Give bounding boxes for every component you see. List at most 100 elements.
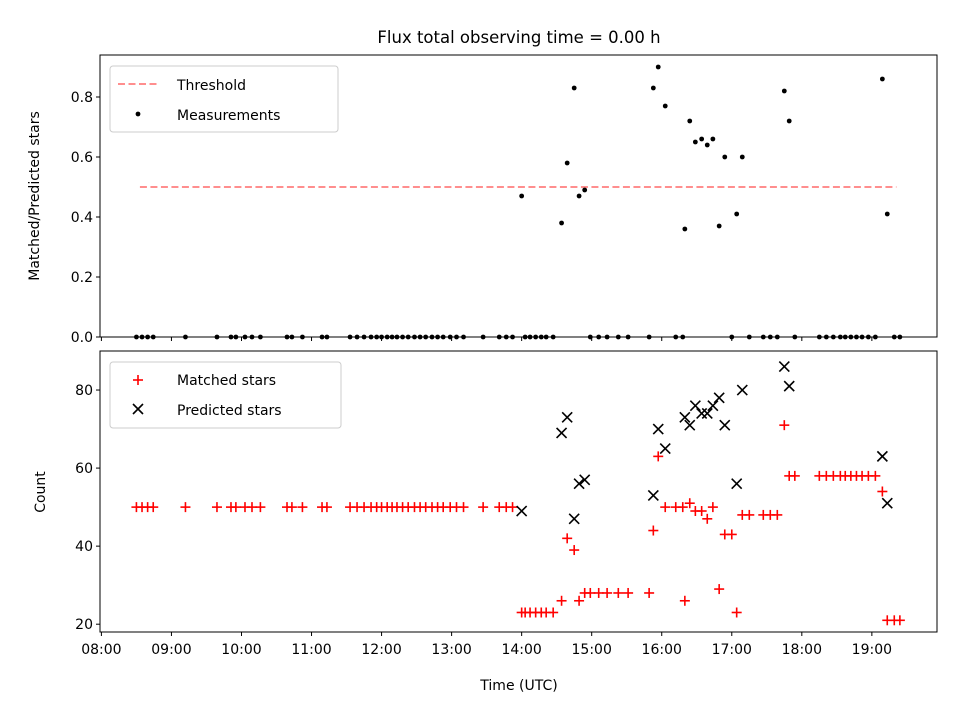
count-legend-box <box>109 361 342 429</box>
predicted-star-point <box>689 400 701 412</box>
predicted-star-point <box>713 392 725 404</box>
matched-star-point <box>660 502 671 513</box>
x-tick-label: 12:00 <box>361 642 401 658</box>
count-y-axis-label: Count <box>33 471 49 513</box>
measurement-point <box>650 85 656 91</box>
matched-star-point <box>211 502 222 513</box>
matched-star-point <box>653 451 664 462</box>
matched-star-point <box>707 502 718 513</box>
y-tick-label: 0.4 <box>71 210 93 226</box>
matched-star-point <box>684 498 695 509</box>
legend-threshold-label: Threshold <box>176 78 246 94</box>
x-tick-label: 18:00 <box>782 642 822 658</box>
y-tick-label: 60 <box>75 461 93 477</box>
matched-star-point <box>623 587 634 598</box>
predicted-star-point <box>701 407 713 420</box>
matched-star-point <box>648 525 659 536</box>
measurement-point <box>722 154 728 160</box>
predicted-star-point <box>707 400 719 412</box>
matched-star-point <box>731 607 742 618</box>
matched-star-point <box>602 587 613 598</box>
matched-star-point <box>696 506 707 517</box>
matched-star-point <box>548 607 559 618</box>
ratio-y-ticks: 0.0 0.2 0.4 0.6 0.8 <box>71 90 100 346</box>
x-tick-label: 15:00 <box>572 642 612 658</box>
matched-star-point <box>556 595 567 606</box>
ratio-x-ticks <box>100 337 873 341</box>
legend-predicted-swatch <box>132 403 144 415</box>
y-tick-label: 0.2 <box>71 270 93 286</box>
measurement-point <box>739 154 745 160</box>
y-tick-label: 80 <box>75 383 93 399</box>
predicted-star-point <box>881 497 893 509</box>
measurement-point <box>655 64 661 70</box>
legend-measurements-swatch <box>135 111 141 117</box>
ratio-legend: Threshold Measurements <box>109 65 339 133</box>
matched-star-point <box>255 502 266 513</box>
predicted-star-point <box>778 361 790 373</box>
matched-star-point <box>593 587 604 598</box>
measurement-point <box>734 211 740 217</box>
matched-star-point <box>702 513 713 524</box>
predicted-star-point <box>516 505 528 517</box>
predicted-star-point <box>573 478 585 490</box>
matched-star-point <box>779 420 790 431</box>
measurement-point <box>884 211 890 217</box>
legend-matched-label: Matched stars <box>177 373 276 389</box>
matched-star-point <box>677 502 688 513</box>
matched-star-point <box>569 545 580 556</box>
matched-star-point <box>894 615 905 626</box>
matched-star-point <box>877 486 888 497</box>
matched-star-point <box>458 502 469 513</box>
predicted-star-point <box>561 411 573 423</box>
measurement-point <box>710 136 716 142</box>
measurement-point <box>662 103 668 109</box>
chart-title: Flux total observing time = 0.00 h <box>377 28 660 47</box>
measurement-point <box>786 118 792 124</box>
predicted-star-point <box>652 423 664 435</box>
measurement-point <box>682 226 688 232</box>
count-plot-frame <box>99 350 938 633</box>
matched-star-point <box>321 502 332 513</box>
matched-star-point <box>562 533 573 544</box>
count-legend: Matched stars Predicted stars <box>109 361 342 429</box>
predicted-star-point <box>556 427 568 439</box>
predicted-star-point <box>696 407 708 420</box>
measurement-point <box>687 118 693 124</box>
predicted-star-point <box>647 489 659 501</box>
matched-star-point <box>148 502 159 513</box>
x-tick-label: 10:00 <box>221 642 261 658</box>
ratio-legend-box <box>109 65 339 133</box>
x-tick-label: 14:00 <box>501 642 541 658</box>
x-axis-label: Time (UTC) <box>479 678 557 694</box>
predicted-star-point <box>876 450 888 462</box>
x-tick-label: 17:00 <box>712 642 752 658</box>
x-tick-label: 11:00 <box>291 642 331 658</box>
x-tick-label: 19:00 <box>852 642 892 658</box>
legend-measurements-label: Measurements <box>177 108 280 124</box>
measurement-point <box>576 193 582 199</box>
y-tick-label: 40 <box>75 539 93 555</box>
matched-star-point <box>246 502 257 513</box>
matched-star-point <box>286 502 297 513</box>
measurement-point <box>699 136 705 142</box>
matched-star-point <box>870 470 881 481</box>
y-tick-label: 0.8 <box>71 90 93 106</box>
predicted-star-point <box>731 478 743 490</box>
predicted-star-point <box>679 411 691 423</box>
ratio-y-axis-label: Matched/Predicted stars <box>27 111 43 281</box>
predicted-star-point <box>568 513 580 525</box>
x-tick-label: 13:00 <box>431 642 471 658</box>
measurement-point <box>879 76 885 82</box>
predicted-star-point <box>783 380 795 392</box>
ratio-panel: 0.00.20.40.60.8 Matched/Predicted stars … <box>27 54 938 346</box>
legend-matched-swatch <box>133 375 143 385</box>
matched-star-point <box>574 595 585 606</box>
x-tick-label: 16:00 <box>642 642 682 658</box>
measurement-point <box>559 220 564 226</box>
measurement-point <box>692 139 698 145</box>
x-tick-label: 08:00 <box>81 642 121 658</box>
matched-star-point <box>772 509 783 520</box>
predicted-star-point <box>719 419 731 431</box>
matched-star-point <box>644 587 655 598</box>
